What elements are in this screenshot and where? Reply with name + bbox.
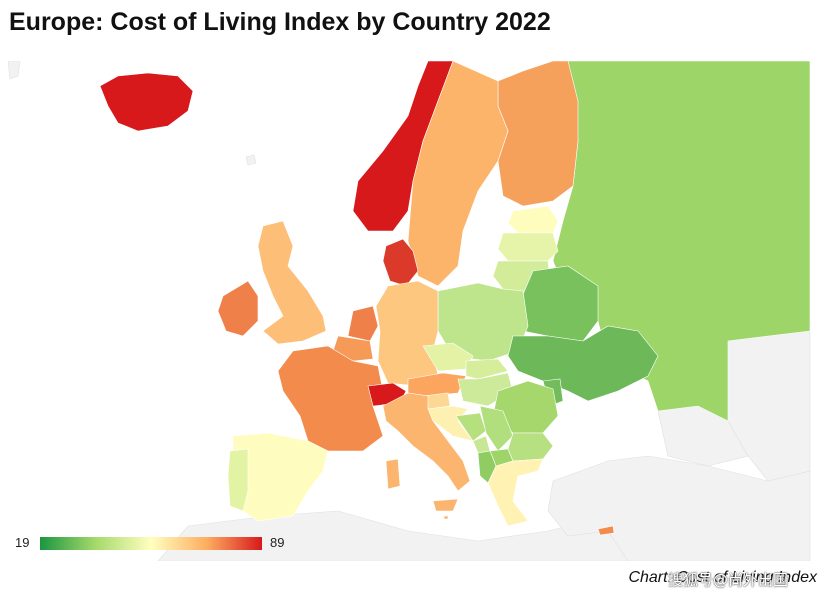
legend-gradient-bar xyxy=(40,537,262,550)
country-estonia xyxy=(507,205,559,234)
country-netherlands xyxy=(347,305,379,342)
country-finland xyxy=(497,61,579,207)
svalbard-edge xyxy=(8,61,21,80)
no-data-regions xyxy=(8,61,811,561)
country-italy-sardinia xyxy=(385,458,401,490)
turkey-middle-east xyxy=(547,455,811,561)
country-ireland xyxy=(217,280,259,337)
country-latvia xyxy=(497,232,559,262)
country-italy-sicily xyxy=(432,498,459,512)
country-iceland xyxy=(99,72,194,132)
country-greece xyxy=(487,458,544,527)
europe-choropleth-map xyxy=(8,61,818,561)
country-croatia xyxy=(427,405,474,442)
legend-max-label: 89 xyxy=(270,535,285,550)
faroe-islands xyxy=(245,154,257,166)
country-portugal xyxy=(227,448,249,512)
country-serbia xyxy=(479,405,514,452)
north-africa xyxy=(157,510,629,561)
country-malta xyxy=(443,515,449,520)
watermark-text: 搜狐号@尚外出国 xyxy=(668,571,789,589)
legend-min-label: 19 xyxy=(15,535,30,550)
country-france xyxy=(277,345,384,452)
country-germany xyxy=(375,280,439,387)
country-slovakia xyxy=(465,358,509,380)
country-bulgaria xyxy=(507,432,554,462)
chart-title: Europe: Cost of Living Index by Country … xyxy=(9,8,551,36)
country-italy xyxy=(382,392,471,492)
chart-credit: Chart: Cost of Living Index xyxy=(628,569,817,586)
country-cyprus xyxy=(597,525,615,536)
country-ukraine xyxy=(507,325,659,402)
kazakhstan xyxy=(727,330,811,482)
country-sweden xyxy=(407,61,509,287)
color-legend: 19 89 xyxy=(0,533,300,553)
country-united-kingdom xyxy=(257,220,327,345)
country-denmark xyxy=(382,238,419,287)
